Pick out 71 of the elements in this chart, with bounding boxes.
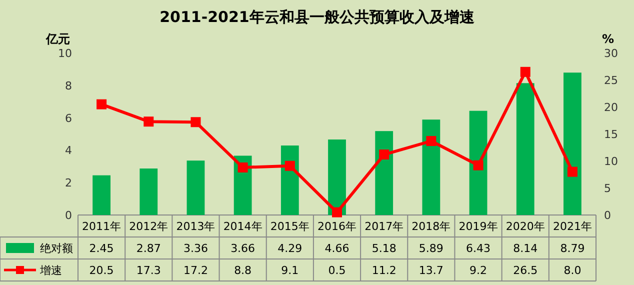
x-tick-label: 2016年	[318, 220, 356, 233]
bar	[375, 131, 394, 215]
legend-label: 增速	[39, 264, 62, 277]
data-label: 8.0	[564, 264, 582, 277]
point	[426, 136, 436, 146]
data-label: 20.5	[89, 264, 114, 277]
data-label: 13.7	[418, 264, 444, 277]
bar	[92, 175, 110, 215]
x-tick-label: 2013年	[176, 220, 216, 233]
y2-tick-label: 25	[604, 74, 618, 87]
point	[332, 207, 342, 218]
legend-label: 绝对额	[40, 242, 73, 255]
data-label: 8.14	[513, 242, 538, 255]
x-tick-label: 2019年	[458, 220, 498, 233]
data-label: 9.2	[470, 264, 488, 277]
y2-axis-title: %	[602, 32, 614, 46]
point	[567, 166, 578, 177]
y2-tick-label: 20	[604, 101, 618, 114]
y-tick-label: 6	[65, 112, 72, 125]
y2-tick-label: 30	[604, 47, 618, 60]
y2-tick-label: 0	[604, 209, 611, 222]
data-label: 3.66	[230, 242, 256, 255]
y-tick-label: 8	[65, 79, 72, 92]
data-label: 2.45	[89, 242, 114, 255]
y2-tick-label: 10	[604, 155, 618, 168]
point	[284, 160, 295, 171]
x-tick-label: 2021年	[552, 220, 592, 233]
point	[379, 150, 390, 160]
data-label: 11.2	[372, 264, 396, 277]
data-label: 2.87	[136, 242, 161, 255]
bar	[564, 72, 582, 215]
x-tick-label: 2015年	[270, 220, 310, 233]
point	[520, 66, 530, 77]
x-tick-label: 2018年	[412, 220, 451, 233]
x-tick-label: 2014年	[223, 220, 262, 233]
y-tick-label: 4	[65, 144, 72, 158]
data-label: 8.79	[560, 242, 585, 255]
bar	[516, 83, 534, 215]
bar	[186, 160, 205, 215]
data-label: 0.5	[328, 264, 346, 277]
x-tick-label: 2020年	[506, 220, 545, 233]
data-label: 8.8	[234, 264, 252, 277]
data-label: 4.66	[324, 242, 350, 255]
point	[238, 162, 248, 172]
data-label: 9.1	[281, 264, 299, 277]
bar	[140, 168, 158, 215]
data-label: 6.43	[466, 242, 491, 255]
x-tick-label: 2017年	[364, 220, 404, 233]
x-tick-label: 2011年	[82, 220, 122, 233]
y2-tick-label: 5	[604, 182, 611, 195]
y-tick-label: 10	[58, 47, 72, 60]
data-label: 3.36	[183, 242, 208, 255]
chart-title: 2011-2021年云和县一般公共预算收入及增速	[160, 8, 476, 26]
data-label: 26.5	[513, 264, 538, 277]
y2-tick-label: 15	[604, 128, 618, 141]
point	[144, 116, 154, 127]
point	[190, 117, 201, 128]
data-label: 5.89	[418, 242, 444, 255]
bar	[469, 110, 488, 215]
data-label: 5.18	[372, 242, 396, 255]
point	[473, 160, 484, 170]
point	[96, 99, 107, 110]
x-tick-label: 2012年	[129, 220, 168, 233]
bar	[422, 120, 440, 215]
data-label: 17.2	[183, 264, 208, 277]
bar	[328, 140, 346, 215]
y-tick-label: 0	[65, 209, 72, 222]
data-label: 4.29	[278, 242, 302, 255]
y-tick-label: 2	[65, 176, 72, 190]
data-label: 17.3	[136, 264, 161, 277]
y-axis-title: 亿元	[45, 32, 70, 46]
